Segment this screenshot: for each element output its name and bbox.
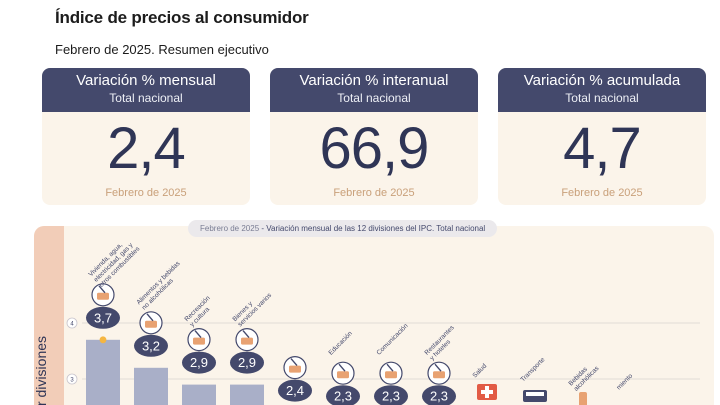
bar — [86, 339, 120, 405]
value-bubble — [422, 385, 456, 405]
y-tick-label: 4 — [70, 322, 74, 328]
card-title: Variación % interanual — [299, 72, 449, 89]
data-label: 2,3 — [382, 389, 400, 404]
card-title: Variación % acumulada — [523, 72, 681, 89]
y-tick-bubble — [66, 317, 78, 329]
card-subtitle: Total nacional — [565, 91, 639, 105]
house-bulb-icon — [91, 283, 115, 307]
category-label: Educación — [327, 330, 354, 357]
chart-title-text: - Variación mensual de las 12 divisiones… — [259, 224, 486, 233]
bottle-icon — [579, 392, 587, 405]
bar — [182, 384, 216, 405]
bar — [134, 367, 168, 405]
card-title: Variación % mensual — [76, 72, 216, 89]
category-label: Bienes yservicios varios — [231, 286, 273, 328]
bar-highlight-dot — [99, 336, 107, 344]
value-bubble — [230, 351, 264, 374]
chart-title: Febrero de 2025 - Variación mensual de l… — [188, 220, 498, 237]
phone-icon — [379, 361, 403, 385]
page-title: Índice de precios al consumidor — [55, 8, 309, 27]
bar — [230, 384, 264, 405]
education-icon — [331, 361, 355, 385]
restaurant-icon — [427, 361, 451, 385]
bus-icon — [523, 390, 547, 402]
card-header: Variación % acumulada Total nacional — [498, 68, 706, 112]
value-bubble — [86, 306, 120, 329]
y-tick-label: 3 — [70, 378, 74, 384]
chart-title-period: Febrero de 2025 — [200, 224, 260, 233]
chart-side-band — [34, 226, 64, 405]
data-label: 3,7 — [94, 310, 112, 325]
data-label: 2,9 — [238, 355, 256, 370]
card-subtitle: Total nacional — [337, 91, 411, 105]
card-monthly: Variación % mensual Total nacional 2,4 F… — [42, 68, 250, 205]
value-bubble — [326, 385, 360, 405]
value-bubble — [182, 351, 216, 374]
category-label: miento — [615, 372, 634, 391]
card-value: 4,7 — [563, 116, 642, 181]
card-value: 2,4 — [107, 116, 186, 181]
card-value: 66,9 — [319, 116, 430, 181]
y-tick-bubble — [66, 373, 78, 385]
clothing-icon — [283, 356, 307, 380]
data-label: 2,9 — [190, 355, 208, 370]
value-bubble — [134, 334, 168, 357]
value-bubble — [374, 385, 408, 405]
food-basket-icon — [139, 311, 163, 335]
data-label: 3,2 — [142, 338, 160, 353]
category-label: Bebidasalcohólicas — [567, 359, 601, 393]
data-label: 2,4 — [286, 383, 304, 398]
card-period: Febrero de 2025 — [561, 187, 643, 199]
category-label: Salud — [471, 362, 488, 379]
card-header: Variación % mensual Total nacional — [42, 68, 250, 112]
card-period: Febrero de 2025 — [105, 187, 187, 199]
data-label: 2,3 — [334, 389, 352, 404]
value-bubble — [278, 379, 312, 402]
card-subtitle: Total nacional — [109, 91, 183, 105]
card-yearly: Variación % interanual Total nacional 66… — [270, 68, 478, 205]
category-label: Alimentos y bebidasno alcohólicas — [135, 260, 187, 312]
category-label: Vivienda, agua,electricidad, gas yotros … — [87, 234, 141, 288]
page-subtitle: Febrero de 2025. Resumen ejecutivo — [55, 42, 269, 57]
health-cross-icon — [477, 384, 497, 400]
category-label: Comunicación — [375, 322, 409, 356]
card-accumulated: Variación % acumulada Total nacional 4,7… — [498, 68, 706, 205]
leisure-icon — [187, 328, 211, 352]
card-header: Variación % interanual Total nacional — [270, 68, 478, 112]
data-label: 2,3 — [430, 389, 448, 404]
misc-goods-icon — [235, 328, 259, 352]
card-period: Febrero de 2025 — [333, 187, 415, 199]
category-label: Restaurantesy hoteles — [423, 324, 461, 362]
